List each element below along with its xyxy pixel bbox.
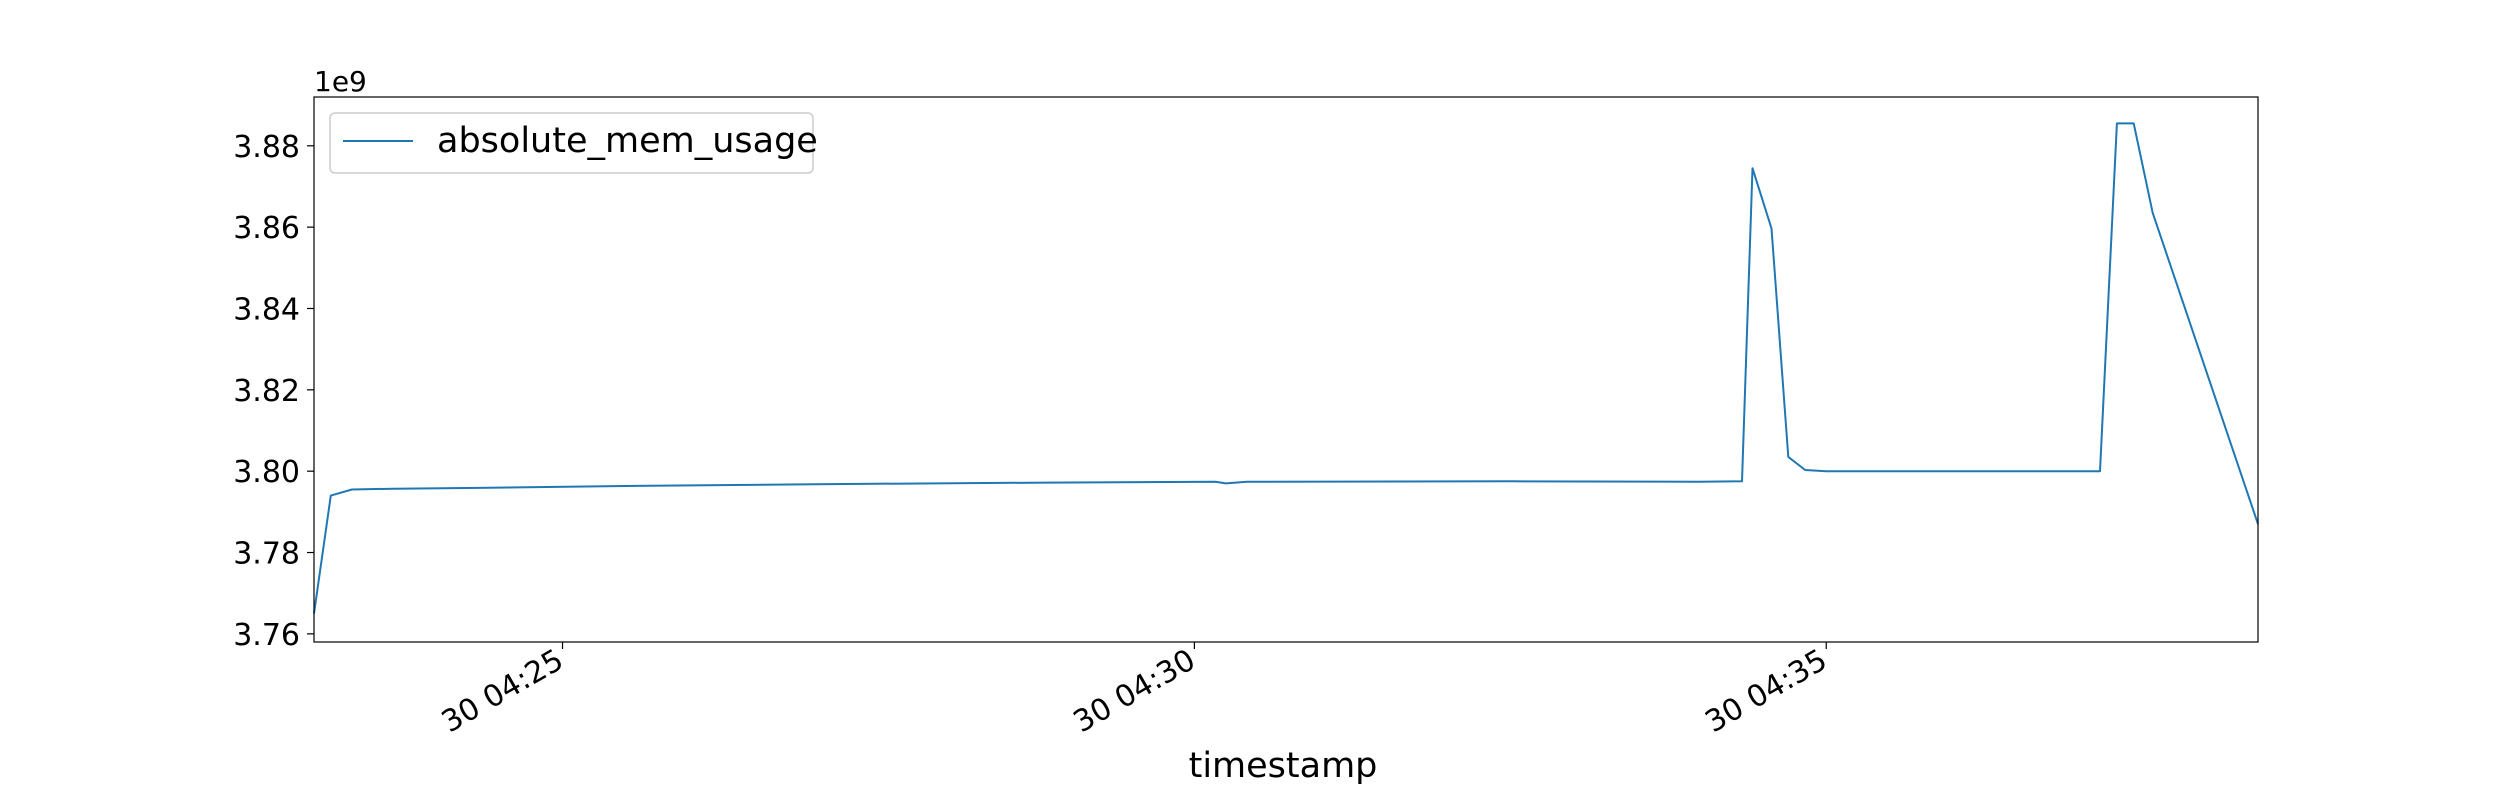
- y-tick-label: 3.76: [233, 618, 300, 653]
- y-tick-label: 3.88: [233, 130, 300, 165]
- y-tick-label: 3.86: [233, 211, 300, 246]
- legend-box: [329, 112, 814, 174]
- y-axis: 3.76 3.78 3.80 3.82 3.84 3.86 3.88: [233, 130, 314, 653]
- y-tick-label: 3.80: [233, 455, 300, 490]
- y-tick-label: 3.84: [233, 292, 300, 327]
- legend: absolute_mem_usage: [329, 112, 818, 174]
- plot-area: [313, 96, 2259, 643]
- y-axis-offset-label: 1e9: [314, 65, 367, 98]
- axes-frame: [313, 96, 2259, 643]
- legend-entry-label: absolute_mem_usage: [437, 121, 818, 161]
- y-tick-label: 3.82: [233, 374, 300, 409]
- x-axis-label: timestamp: [1189, 746, 1378, 786]
- series-line-absolute_mem_usage: [313, 122, 2259, 614]
- y-tick-label: 3.78: [233, 537, 300, 572]
- series-layer: [313, 122, 2259, 614]
